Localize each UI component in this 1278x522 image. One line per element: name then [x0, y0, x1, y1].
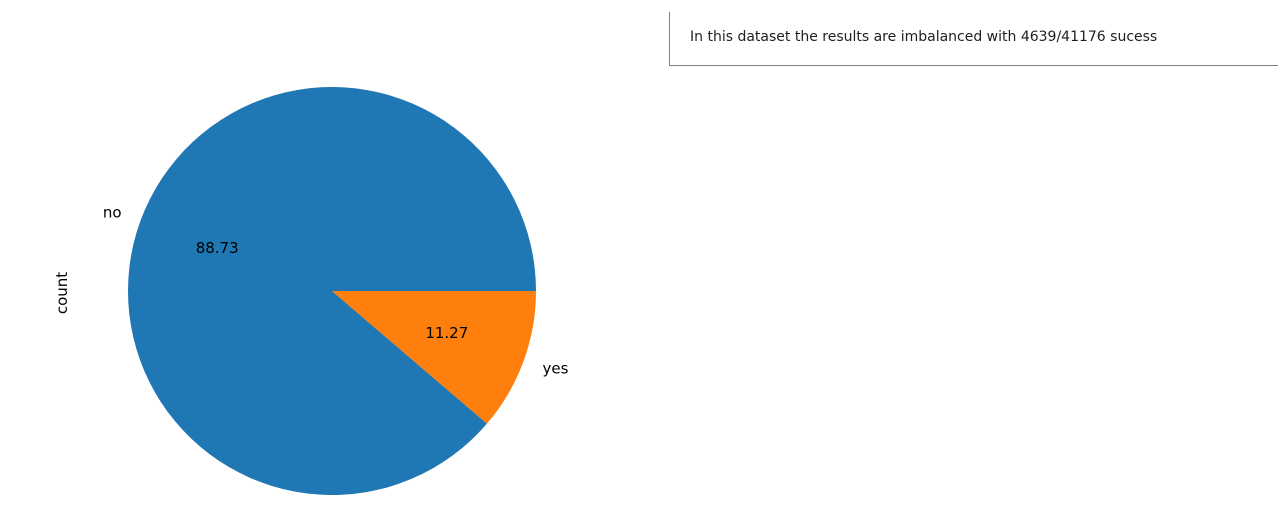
annotation-text: In this dataset the results are imbalanc… [690, 29, 1158, 45]
y-axis-label: count [53, 272, 71, 314]
pie-slices [128, 87, 536, 496]
slice-label-no: no [103, 204, 122, 222]
slice-pct-no: 88.73 [196, 239, 239, 257]
pie-labels: no 88.73 yes 11.27 [103, 204, 569, 378]
pie-slice-no [128, 87, 536, 496]
slice-pct-yes: 11.27 [425, 324, 468, 342]
pie-slice-yes [332, 291, 536, 424]
pie-chart: no 88.73 yes 11.27 count [53, 87, 569, 496]
slice-label-yes: yes [542, 359, 568, 377]
annotation-box: In this dataset the results are imbalanc… [669, 12, 1278, 66]
